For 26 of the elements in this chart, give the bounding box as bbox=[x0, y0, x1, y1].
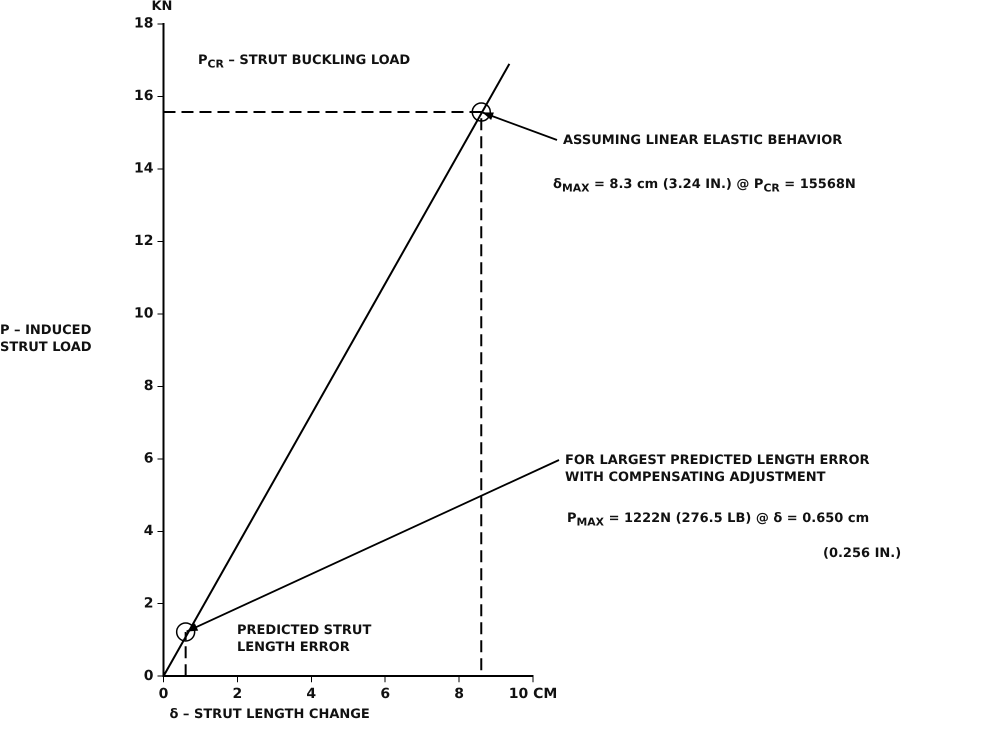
y-tick-label: 0 bbox=[144, 668, 154, 684]
x-tick-label: 0 bbox=[158, 686, 169, 702]
y-tick-label: 18 bbox=[134, 16, 154, 32]
y-tick-label: 6 bbox=[144, 450, 154, 466]
x-tick-label: 10 CM bbox=[508, 686, 558, 702]
y-tick-label: 2 bbox=[144, 595, 154, 612]
annotation: FOR LARGEST PREDICTED LENGTH ERROR WITH COMPENSATING ADJUSTMENT bbox=[565, 452, 870, 486]
annotation: PREDICTED STRUT LENGTH ERROR bbox=[237, 622, 372, 656]
y-tick-label: 8 bbox=[144, 378, 154, 394]
y-tick-label: 14 bbox=[134, 160, 154, 177]
annotation: ASSUMING LINEAR ELASTIC BEHAVIOR bbox=[563, 132, 842, 149]
y-tick-label: 4 bbox=[144, 522, 154, 539]
text: P$_{MAX}$ = 1222N (276.5 LB) @ δ = 0.650 cm bbox=[567, 510, 870, 531]
y-tick-label: 10 bbox=[134, 306, 154, 322]
annotation: P$_{CR}$ – STRUT BUCKLING LOAD bbox=[198, 52, 410, 73]
x-tick-label: 8 bbox=[454, 686, 464, 702]
y-tick-label: 12 bbox=[134, 233, 154, 250]
text: (0.256 IN.) bbox=[823, 545, 902, 562]
y-tick-label: 16 bbox=[134, 88, 154, 104]
x-tick-label: 2 bbox=[232, 686, 242, 702]
x-axis-title: δ – STRUT LENGTH CHANGE bbox=[169, 706, 370, 724]
text: δ$_{MAX}$ = 8.3 cm (3.24 IN.) @ P$_{CR}$ = 15568N bbox=[553, 176, 856, 197]
y-axis-title: P – INDUCED STRUT LOAD bbox=[0, 322, 92, 356]
text: KN bbox=[151, 0, 172, 15]
x-tick-label: 6 bbox=[380, 686, 390, 702]
x-tick-label: 4 bbox=[306, 686, 316, 702]
